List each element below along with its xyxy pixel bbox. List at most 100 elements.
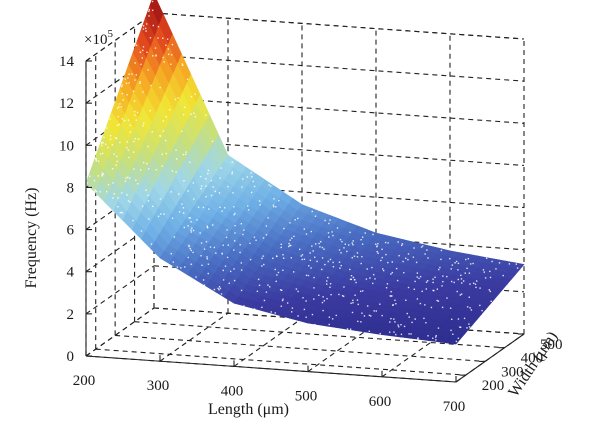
surface-speckle	[479, 287, 481, 289]
surface-speckle	[303, 258, 306, 260]
surface-speckle	[146, 51, 148, 54]
surface-speckle	[311, 210, 313, 213]
surface-speckle	[101, 174, 103, 176]
surface-speckle	[151, 205, 154, 208]
surface-speckle	[241, 186, 243, 188]
surface-speckle	[329, 283, 332, 285]
surface-speckle	[220, 293, 223, 295]
surface-speckle	[395, 303, 397, 305]
surface-speckle	[143, 122, 145, 125]
surface-speckle	[252, 180, 254, 183]
surface-speckle	[318, 242, 320, 245]
surface-speckle	[160, 213, 162, 215]
surface-speckle	[214, 190, 216, 193]
surface-speckle	[119, 103, 121, 105]
surface-speckle	[385, 253, 387, 256]
surface-speckle	[450, 268, 452, 270]
surface-speckle	[457, 278, 460, 281]
surface-speckle	[410, 333, 412, 335]
surface-speckle	[152, 9, 154, 12]
surface-speckle	[150, 84, 152, 87]
surface-speckle	[408, 333, 410, 335]
surface-speckle	[139, 169, 142, 171]
surface-speckle	[213, 246, 216, 249]
surface-speckle	[221, 252, 223, 255]
surface-speckle	[397, 324, 399, 326]
surface-speckle	[142, 46, 145, 48]
surface-speckle	[313, 287, 315, 289]
surface-speckle	[436, 299, 438, 302]
z-tick-label: 4	[67, 265, 75, 281]
grid-line-floor-x	[233, 317, 303, 367]
surface-speckle	[265, 225, 268, 227]
surface-speckle	[450, 280, 453, 283]
surface-speckle	[466, 267, 468, 270]
surface-speckle	[101, 152, 104, 155]
surface-speckle	[427, 335, 429, 337]
surface-speckle	[369, 277, 371, 279]
surface-speckle	[107, 146, 109, 149]
surface-speckle	[324, 219, 326, 222]
surface-speckle	[439, 266, 441, 269]
surface-speckle	[311, 245, 313, 247]
surface-speckle	[482, 269, 485, 271]
surface-speckle	[323, 248, 325, 250]
surface-speckle	[132, 219, 134, 222]
surface-speckle	[202, 206, 205, 209]
surface-speckle	[208, 208, 210, 210]
surface-speckle	[437, 300, 440, 302]
surface-speckle	[377, 252, 379, 254]
surface-speckle	[210, 179, 212, 182]
surface-speckle	[105, 143, 107, 145]
surface-speckle	[495, 268, 497, 270]
surface-speckle	[134, 110, 136, 113]
grid-line-floor-w	[95, 348, 466, 376]
surface-speckle	[166, 38, 169, 40]
surface-speckle	[97, 160, 100, 162]
surface-speckle	[481, 309, 483, 312]
surface-speckle	[348, 244, 350, 246]
surface-speckle	[305, 300, 307, 302]
surface-speckle	[190, 263, 192, 265]
surface-speckle	[145, 23, 148, 25]
surface-speckle	[127, 176, 129, 178]
surface-speckle	[189, 247, 191, 250]
surface-speckle	[326, 283, 328, 285]
surface-speckle	[139, 81, 141, 83]
surface-speckle	[274, 268, 276, 271]
surface-speckle	[262, 255, 264, 257]
surface-speckle	[457, 262, 460, 265]
surface-speckle	[145, 189, 147, 191]
surface-speckle	[286, 302, 289, 304]
surface-speckle	[170, 63, 172, 65]
surface-speckle	[275, 206, 277, 208]
surface-speckle	[280, 289, 283, 292]
surface-speckle	[112, 182, 114, 184]
surface-speckle	[118, 106, 120, 108]
surface-speckle	[200, 187, 202, 190]
surface-speckle	[469, 283, 471, 285]
surface-speckle	[408, 316, 410, 318]
surface-speckle	[93, 190, 96, 193]
surface-speckle	[206, 256, 208, 258]
surface-speckle	[350, 302, 352, 304]
surface-speckle	[387, 242, 389, 244]
surface-speckle	[234, 232, 236, 234]
surface-speckle	[338, 249, 341, 251]
surface-speckle	[421, 245, 424, 247]
surface-speckle	[441, 285, 443, 287]
surface-speckle	[181, 63, 183, 65]
surface-speckle	[203, 284, 206, 286]
surface-speckle	[457, 269, 459, 271]
surface-speckle	[226, 229, 228, 231]
surface-speckle	[109, 118, 111, 120]
surface-speckle	[242, 233, 244, 236]
surface-speckle	[349, 231, 351, 234]
surface-speckle	[376, 250, 378, 253]
surface-speckle	[239, 251, 241, 254]
surface-speckle	[148, 10, 150, 13]
surface-speckle	[353, 279, 356, 281]
surface-speckle	[432, 278, 434, 280]
surface-speckle	[194, 115, 197, 118]
surface-speckle	[206, 257, 209, 260]
